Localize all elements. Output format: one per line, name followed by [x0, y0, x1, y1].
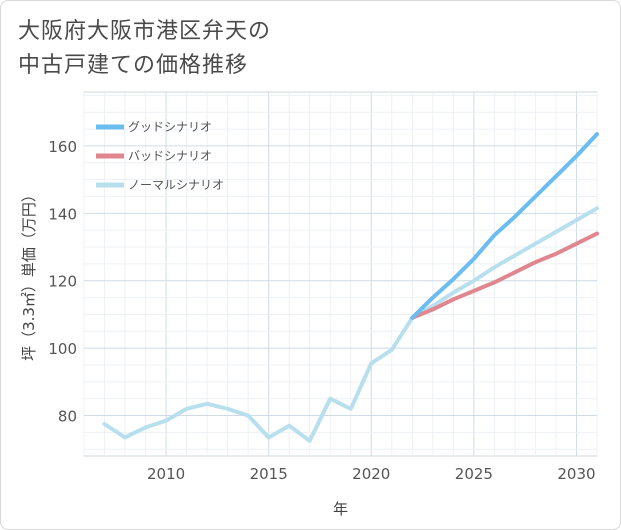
- title-line-2: 中古戸建ての価格推移: [18, 53, 249, 78]
- title-line-1: 大阪府大阪市港区弁天の: [18, 19, 272, 44]
- y-tick-label: 160: [48, 138, 77, 156]
- chart-title: 大阪府大阪市港区弁天の 中古戸建ての価格推移: [18, 15, 271, 83]
- x-axis-label: 年: [333, 500, 348, 518]
- x-tick-label: 2020: [352, 465, 390, 483]
- legend-label: ノーマルシナリオ: [128, 178, 224, 192]
- series-line-2: [410, 231, 599, 320]
- series-line-3: [102, 206, 599, 443]
- tick-labels: 2010 2015 2020 2025 2030 80 100 120 140 160: [48, 138, 595, 483]
- x-tick-label: 2025: [455, 465, 493, 483]
- legend-label: グッドシナリオ: [128, 120, 212, 134]
- x-tick-label: 2030: [557, 465, 595, 483]
- y-tick-label: 80: [58, 408, 77, 426]
- y-tick-label: 100: [48, 340, 77, 358]
- series-lines: [102, 132, 599, 443]
- x-tick-label: 2010: [147, 465, 185, 483]
- grid: [83, 91, 598, 457]
- y-tick-label: 140: [48, 205, 77, 223]
- plot-frame: [83, 91, 598, 457]
- x-tick-label: 2015: [250, 465, 288, 483]
- y-tick-label: 120: [48, 273, 77, 291]
- series-line-1: [410, 132, 599, 320]
- y-axis-label: 坪（3.3㎡）単価（万円）: [20, 187, 38, 361]
- legend-label: バッドシナリオ: [128, 149, 212, 163]
